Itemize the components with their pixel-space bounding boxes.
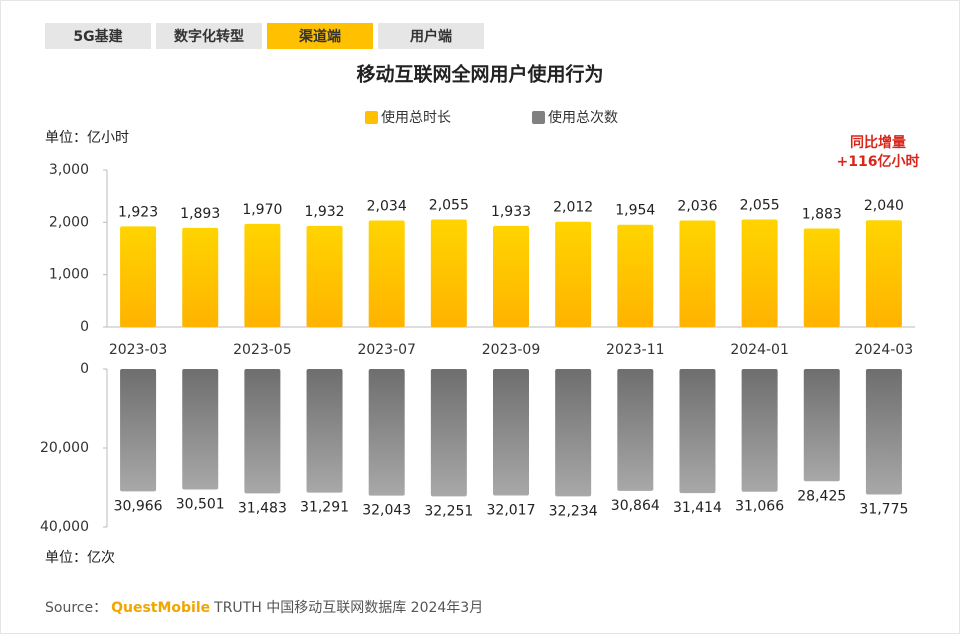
- data-label: 31,483: [238, 500, 287, 516]
- source-brand: QuestMobile: [111, 600, 210, 616]
- bar: [306, 369, 343, 493]
- bar: [617, 369, 654, 491]
- bar: [679, 220, 716, 327]
- x-tick-label: 2023-07: [357, 342, 416, 358]
- bar: [493, 225, 529, 327]
- bar: [679, 369, 716, 494]
- y-tick-label: 3,000: [49, 162, 89, 178]
- bar: [368, 220, 405, 327]
- data-label: 30,501: [176, 496, 225, 512]
- bar: [430, 369, 467, 497]
- legend-swatch: [365, 111, 378, 124]
- data-label: 30,966: [114, 498, 163, 514]
- bar: [555, 221, 592, 327]
- tab[interactable]: [156, 23, 262, 49]
- bar: [803, 369, 840, 482]
- y-tick-label: 0: [80, 319, 89, 335]
- data-label: 1,970: [242, 202, 282, 218]
- data-label: 2,036: [677, 198, 717, 214]
- data-label: 32,017: [487, 502, 536, 518]
- x-tick-label: 2024-03: [855, 342, 914, 358]
- y-axis-label: 单位：亿小时: [45, 130, 129, 146]
- data-label: 2,034: [367, 199, 407, 215]
- legend-label: 使用总时长: [381, 109, 451, 126]
- annotation: +116亿小时: [837, 153, 920, 170]
- source-prefix: Source：: [45, 600, 107, 616]
- bar: [244, 369, 281, 494]
- annotation: 同比增量: [850, 134, 906, 151]
- data-label: 32,251: [424, 503, 473, 519]
- legend-label: 使用总次数: [548, 109, 618, 126]
- data-label: 31,775: [859, 502, 908, 518]
- y-tick-label: 2,000: [49, 214, 89, 230]
- data-label: 1,883: [802, 206, 842, 222]
- y-tick-label: 20,000: [40, 440, 89, 456]
- bar: [617, 224, 654, 327]
- x-tick-label: 2024-01: [730, 342, 789, 358]
- data-label: 31,291: [300, 500, 349, 516]
- data-label: 2,055: [429, 197, 469, 213]
- legend-swatch: [532, 111, 545, 124]
- data-label: 31,414: [673, 500, 722, 516]
- data-label: 1,933: [491, 204, 531, 220]
- bar: [430, 219, 467, 327]
- bar: [182, 369, 219, 490]
- bar: [555, 369, 592, 497]
- data-label: 2,055: [740, 197, 780, 213]
- tab-bar: 5G基建 数字化转型 渠道端 用户端: [45, 23, 484, 49]
- bar: [244, 223, 281, 327]
- y-tick-label: 0: [80, 361, 89, 377]
- x-tick-label: 2023-05: [233, 342, 292, 358]
- source: Source： QuestMobile TRUTH 中国移动互联网数据库 2024年…: [45, 600, 483, 616]
- y-axis-label: 单位：亿次: [45, 550, 115, 566]
- tab-label: 5G基建: [73, 28, 122, 45]
- bar: [120, 226, 157, 327]
- data-label: 32,043: [362, 503, 411, 519]
- bar: [368, 369, 405, 496]
- bar: [120, 369, 157, 492]
- bar: [741, 369, 778, 492]
- data-label: 2,012: [553, 200, 593, 216]
- legend: 使用总时长 使用总次数: [365, 109, 618, 126]
- tab[interactable]: [267, 23, 373, 49]
- tab-label: 用户端: [410, 28, 452, 45]
- bar: [865, 220, 902, 327]
- data-label: 1,932: [304, 204, 344, 220]
- chart-title: 移动互联网全网用户使用行为: [356, 63, 603, 86]
- tab[interactable]: [45, 23, 151, 49]
- bar: [182, 227, 219, 327]
- bar: [865, 369, 902, 495]
- bar: [741, 219, 778, 327]
- x-tick-label: 2023-03: [109, 342, 168, 358]
- data-label: 32,234: [549, 503, 598, 519]
- tab-label: 渠道端: [298, 28, 341, 45]
- data-label: 30,864: [611, 498, 660, 514]
- x-tick-label: 2023-11: [606, 342, 665, 358]
- source-text: TRUTH 中国移动互联网数据库 2024年3月: [213, 600, 483, 616]
- data-label: 1,923: [118, 204, 158, 220]
- y-tick-label: 1,000: [49, 267, 89, 283]
- data-label: 2,040: [864, 198, 904, 214]
- tab-label: 数字化转型: [174, 28, 244, 45]
- bar: [803, 228, 840, 327]
- bar: [493, 369, 529, 496]
- y-tick-label: 40,000: [40, 519, 89, 535]
- x-tick-label: 2023-09: [482, 342, 541, 358]
- bar: [306, 225, 343, 327]
- data-label: 1,954: [615, 203, 655, 219]
- data-label: 28,425: [797, 488, 846, 504]
- data-label: 31,066: [735, 499, 784, 515]
- data-label: 1,893: [180, 206, 220, 222]
- tab[interactable]: [378, 23, 484, 49]
